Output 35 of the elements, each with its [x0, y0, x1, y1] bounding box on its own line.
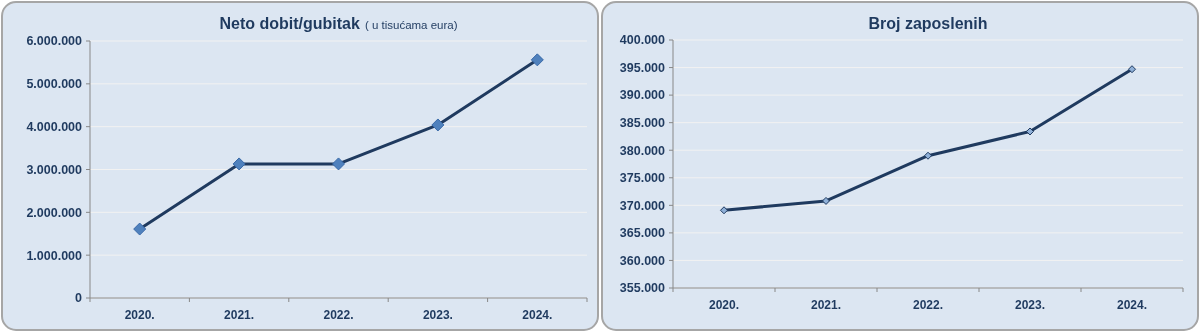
point	[1026, 127, 1034, 136]
y-tick-label: 1.000.000	[26, 248, 83, 263]
y-tick-label: 365.000	[619, 226, 666, 241]
y-tick-label: 390.000	[619, 88, 666, 103]
y-tick-label: 3.000.000	[26, 162, 83, 177]
x-tick-label: 2024.	[1116, 298, 1148, 312]
y-tick-label: 0	[75, 291, 83, 306]
x-tick-label: 2023.	[422, 308, 453, 322]
chart-title: Neto dobit/gubitak	[219, 15, 360, 32]
x-tick-label: 2022.	[323, 308, 354, 322]
y-tick-label: 4.000.000	[26, 120, 83, 135]
x-tick-label: 2020.	[708, 298, 740, 312]
y-tick-label: 380.000	[619, 143, 666, 158]
y-tick-label: 385.000	[619, 116, 666, 131]
x-tick-label: 2021.	[224, 308, 255, 322]
point	[720, 206, 728, 215]
x-tick-label: 2021.	[810, 298, 842, 312]
y-tick-label: 6.000.000	[26, 34, 83, 49]
chart-subtitle: ( u tisućama eura)	[364, 19, 458, 31]
y-tick-label: 2.000.000	[26, 205, 83, 220]
y-tick-label: 360.000	[619, 253, 666, 268]
x-tick-label: 2024.	[522, 308, 553, 322]
y-tick-label: 375.000	[619, 171, 666, 186]
point	[1128, 65, 1136, 74]
y-tick-label: 400.000	[619, 33, 666, 48]
x-tick-label: 2020.	[124, 308, 155, 322]
y-tick-label: 370.000	[619, 198, 666, 213]
x-tick-label: 2023.	[1014, 298, 1046, 312]
chart-title: Broj zaposlenih	[868, 15, 988, 32]
y-tick-label: 355.000	[619, 281, 666, 296]
x-tick-label: 2022.	[912, 298, 944, 312]
point	[924, 151, 932, 160]
point	[822, 196, 830, 205]
y-tick-label: 395.000	[619, 60, 666, 75]
y-tick-label: 5.000.000	[26, 77, 83, 92]
